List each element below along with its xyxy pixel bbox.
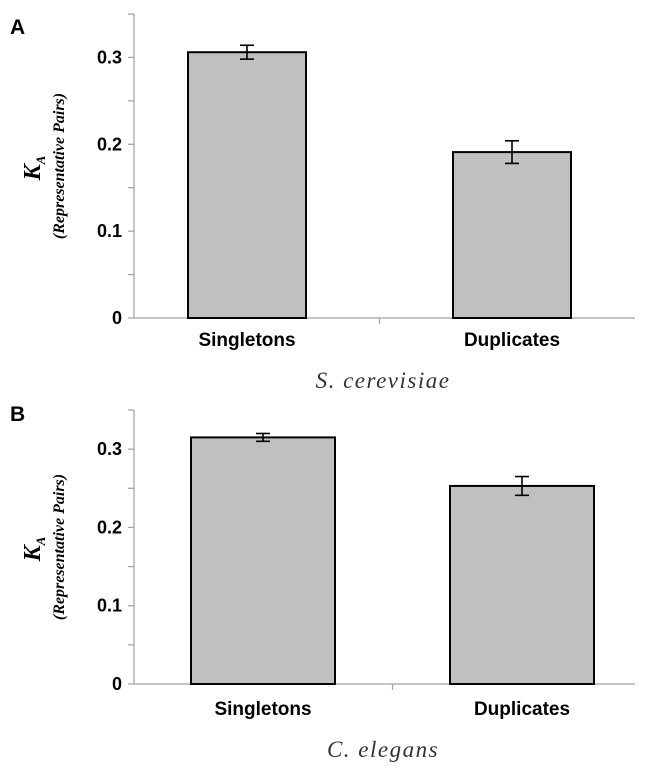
panel-b-bar-singletons <box>190 436 336 685</box>
svg-text:KA: KA <box>20 536 48 562</box>
panel-a-bar-duplicates <box>452 151 572 319</box>
panel-b-y-tick-label: 0.2 <box>97 517 122 537</box>
panel-b-ylabel-sub: A <box>33 536 48 546</box>
panel-a-bar-singletons <box>187 51 307 320</box>
svg-text:KA: KA <box>20 155 48 181</box>
panel-b-bar-duplicates <box>449 484 595 685</box>
panel-b-error-bar-duplicates <box>515 475 529 497</box>
panel-a-category-label-duplicates: Duplicates <box>464 330 560 351</box>
panel-a-ylabel-sub: A <box>33 155 48 165</box>
panel-b-error-bar-singletons <box>256 432 270 443</box>
panel-b-y-tick-label: 0.3 <box>97 439 122 459</box>
panel-a-letter: A <box>10 16 25 39</box>
panel-b-category-label-singletons: Singletons <box>214 699 311 720</box>
panel-b-y-axis-label: KA (Representative Pairs) <box>20 474 68 620</box>
panel-b-chart: B 0 0.1 0.2 0.3 Singletons Duplicates C. elegan… <box>10 403 635 762</box>
panel-a-y-tick-label: 0.2 <box>97 134 122 154</box>
panel-a-ylabel-paren: (Representative Pairs) <box>51 93 68 239</box>
panel-a-species-label: S. cerevisiae <box>316 368 451 393</box>
panel-a-error-bar-duplicates <box>505 140 519 165</box>
panel-b-species-label: C. elegans <box>327 737 439 762</box>
panel-a-y-tick-label: 0.1 <box>97 221 122 241</box>
panel-a-chart: A 0 0.1 0.2 0.3 Singletons Duplicates S. cerevi… <box>10 13 635 393</box>
panel-b-category-label-duplicates: Duplicates <box>474 699 570 720</box>
panel-a-y-tick-label: 0.3 <box>97 47 122 67</box>
panel-a-category-label-singletons: Singletons <box>198 330 295 351</box>
panel-b-y-tick-label: 0 <box>112 674 122 694</box>
panel-b-y-tick-label: 0.1 <box>97 596 122 616</box>
panel-a-y-tick-label: 0 <box>112 308 122 328</box>
panel-b-ylabel-main: K <box>20 543 46 562</box>
panel-b-ylabel-paren: (Representative Pairs) <box>51 474 68 620</box>
panel-a-error-bar-singletons <box>240 44 254 60</box>
panel-a-y-axis-label: KA (Representative Pairs) <box>20 93 68 239</box>
panel-a-ylabel-main: K <box>20 162 46 181</box>
panel-b-letter: B <box>10 403 25 426</box>
